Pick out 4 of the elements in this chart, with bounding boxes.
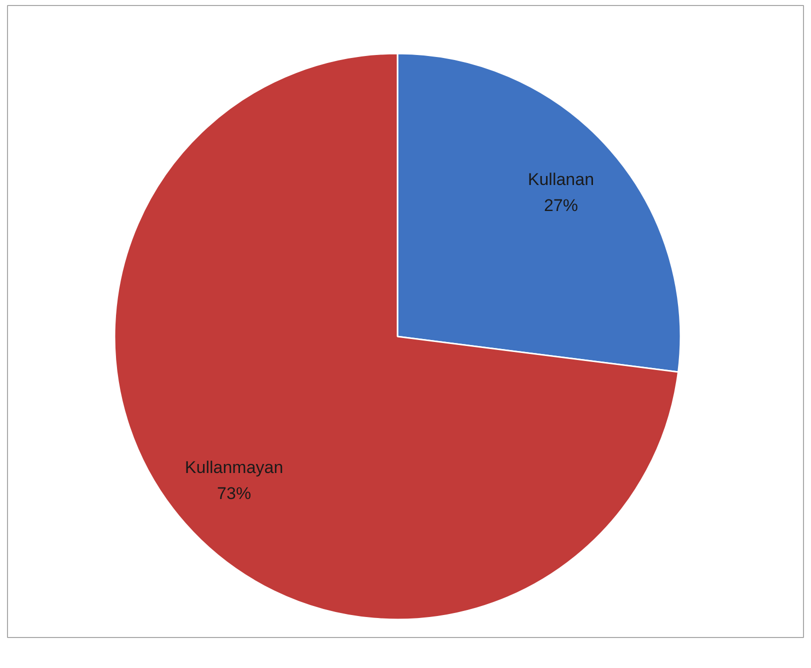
slice-label: Kullanmayan — [184, 458, 284, 478]
data-label: 73% — [217, 484, 252, 504]
slice-label: Kullanan — [528, 170, 594, 189]
data-label: 27% — [544, 196, 578, 215]
